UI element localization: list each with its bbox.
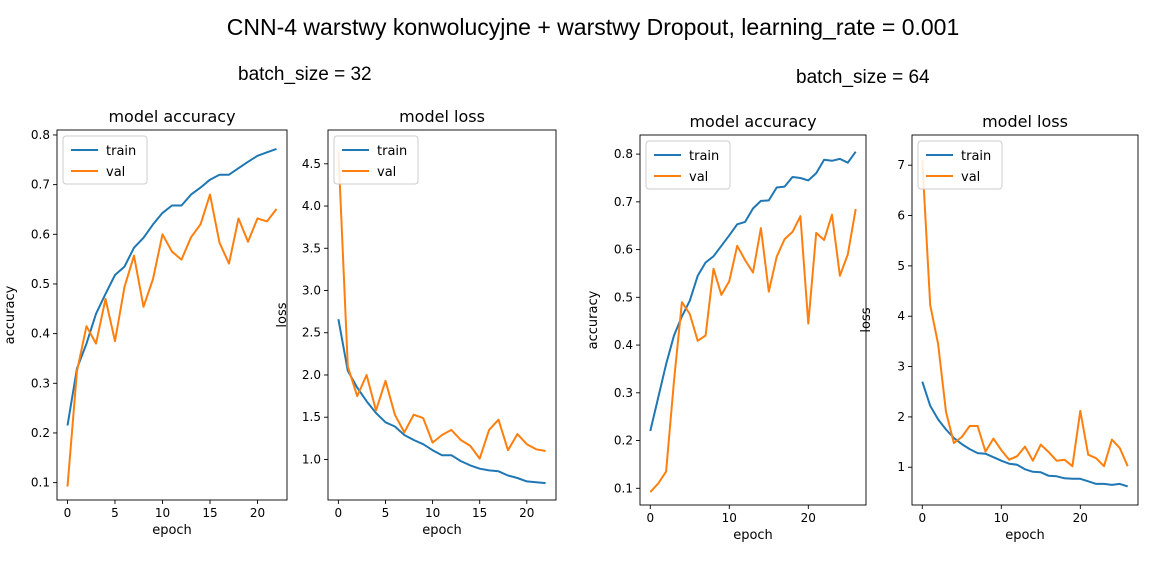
group-label-batch-64: batch_size = 64: [796, 67, 930, 88]
y-axis-label: loss: [859, 307, 874, 332]
y-tick-label: 0.2: [614, 434, 633, 448]
x-tick-label: 0: [918, 511, 926, 525]
series-line-train: [337, 319, 546, 485]
y-tick-label: 0.5: [31, 277, 50, 291]
chart-bs32-accuracy: model accuracy 0 5 10 15 20 0.1 0.2 0.3 0.4 0.5 0.6…: [3, 107, 288, 538]
x-axis-label: epoch: [422, 523, 462, 538]
x-tick-label: 5: [382, 506, 390, 520]
x-tick-label: 20: [519, 506, 534, 520]
y-tick-label: 0.4: [614, 338, 633, 352]
series-line-val: [921, 160, 1129, 468]
y-tick-label: 0.6: [614, 243, 633, 257]
legend-label-val: val: [689, 170, 708, 185]
plot-frame: [56, 129, 288, 501]
y-tick-label: 0.1: [614, 481, 633, 495]
y-axis-label: loss: [275, 302, 290, 327]
x-tick-label: 15: [202, 506, 217, 520]
y-tick-label: 0.7: [31, 178, 50, 192]
y-tick-label: 3: [897, 360, 905, 374]
chart-title: model loss: [399, 107, 485, 126]
y-tick-label: 7: [897, 158, 905, 172]
chart-title: model loss: [982, 112, 1068, 131]
x-tick-label: 5: [111, 506, 119, 520]
figure-title: CNN-4 warstwy konwolucyjne + warstwy Dro…: [226, 14, 960, 40]
plot-frame: [639, 134, 867, 506]
y-tick-label: 0.8: [31, 128, 50, 142]
y-tick-label: 0.2: [31, 426, 50, 440]
y-tick-label: 2: [897, 410, 905, 424]
series-line-val: [649, 208, 857, 493]
x-axis-label: epoch: [733, 528, 773, 543]
y-tick-label: 3.0: [302, 284, 321, 298]
chart-title: model accuracy: [689, 112, 816, 131]
y-tick-label: 6: [897, 209, 905, 223]
y-tick-label: 0.8: [614, 147, 633, 161]
legend-label-val: val: [961, 170, 980, 185]
x-axis-label: epoch: [152, 523, 192, 538]
y-tick-label: 2.0: [302, 368, 321, 382]
y-tick-label: 0.1: [31, 476, 50, 490]
x-tick-label: 10: [425, 506, 440, 520]
y-tick-label: 2.5: [302, 326, 321, 340]
x-tick-label: 20: [250, 506, 265, 520]
legend-label-train: train: [106, 144, 136, 159]
x-axis-label: epoch: [1005, 528, 1045, 543]
y-tick-label: 0.6: [31, 227, 50, 241]
y-axis-label: accuracy: [586, 290, 601, 349]
legend-label-train: train: [377, 144, 407, 159]
x-tick-label: 0: [646, 511, 654, 525]
chart-bs64-loss: model loss 0 10 20 1 2 3 4 5 6 7 epoch loss train val: [859, 112, 1139, 543]
legend-label-train: train: [961, 149, 991, 164]
series-line-train: [921, 381, 1129, 488]
x-tick-label: 0: [335, 506, 343, 520]
legend-label-val: val: [377, 165, 396, 180]
y-tick-label: 0.3: [31, 376, 50, 390]
x-tick-label: 15: [472, 506, 487, 520]
x-tick-label: 20: [801, 511, 816, 525]
series-line-val: [337, 151, 546, 460]
y-tick-label: 1: [897, 460, 905, 474]
x-tick-label: 10: [722, 511, 737, 525]
y-tick-label: 4.0: [302, 199, 321, 213]
y-tick-label: 0.7: [614, 195, 633, 209]
plot-frame: [327, 129, 557, 501]
y-tick-label: 3.5: [302, 241, 321, 255]
y-axis-label: accuracy: [3, 285, 18, 344]
x-tick-label: 10: [994, 511, 1009, 525]
y-tick-label: 4.5: [302, 157, 321, 171]
y-tick-label: 1.5: [302, 410, 321, 424]
y-tick-label: 1.0: [302, 452, 321, 466]
legend-label-train: train: [689, 149, 719, 164]
y-tick-label: 0.3: [614, 386, 633, 400]
series-line-val: [66, 193, 278, 487]
x-tick-label: 10: [155, 506, 170, 520]
x-tick-label: 0: [64, 506, 72, 520]
x-tick-label: 20: [1073, 511, 1088, 525]
chart-title: model accuracy: [108, 107, 235, 126]
y-tick-label: 5: [897, 259, 905, 273]
chart-bs64-accuracy: model accuracy 0 10 20 0.1 0.2 0.3 0.4 0.5 0.6 0.7…: [586, 112, 867, 543]
group-label-batch-32: batch_size = 32: [238, 64, 372, 85]
y-tick-label: 4: [897, 309, 905, 323]
plot-frame: [911, 134, 1139, 506]
series-line-train: [66, 147, 277, 426]
y-tick-label: 0.4: [31, 327, 50, 341]
chart-bs32-loss: model loss 0 5 10 15 20 1.0 1.5 2.0 2.5 3.0 3.5 4.0 4…: [275, 107, 557, 538]
legend-label-val: val: [106, 165, 125, 180]
y-tick-label: 0.5: [614, 290, 633, 304]
series-line-train: [649, 151, 857, 432]
